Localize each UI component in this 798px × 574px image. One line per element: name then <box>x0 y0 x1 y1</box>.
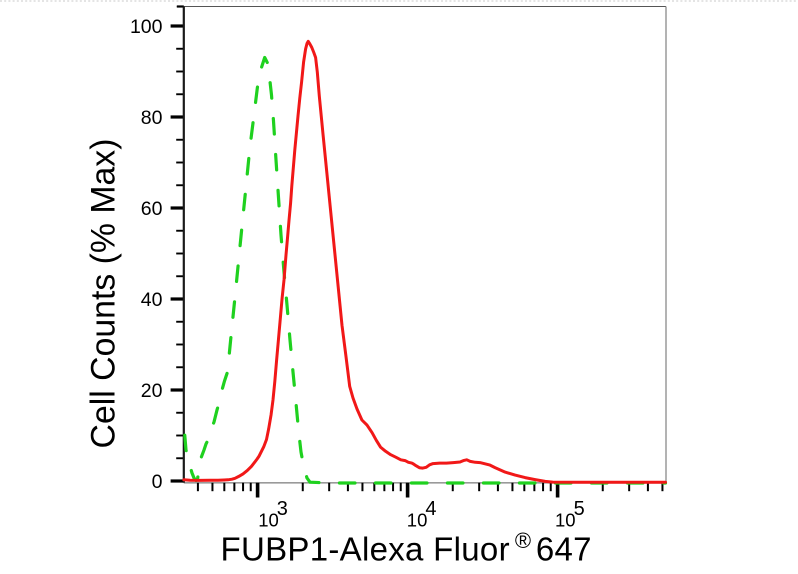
svg-text:40: 40 <box>141 289 163 311</box>
svg-text:0: 0 <box>152 471 163 493</box>
svg-text:60: 60 <box>141 198 163 220</box>
svg-text:80: 80 <box>141 107 163 129</box>
svg-text:100: 100 <box>130 16 163 38</box>
svg-text:20: 20 <box>141 380 163 402</box>
svg-text:Cell Counts (% Max): Cell Counts (% Max) <box>85 139 123 449</box>
svg-text:FUBP1-Alexa Fluor® 647: FUBP1-Alexa Fluor ® 647 <box>221 528 592 568</box>
